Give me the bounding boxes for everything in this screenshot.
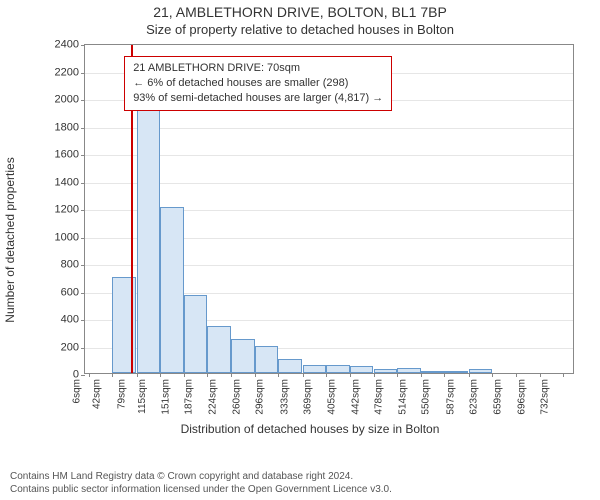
ytick-label: 600 [61,287,79,298]
histogram-bar [444,371,468,373]
xtick-mark [231,373,232,377]
xtick-label: 550sqm [421,379,432,415]
xtick-label: 623sqm [469,379,480,415]
ytick-label: 2400 [55,40,79,51]
ytick-label: 200 [61,342,79,353]
ytick-mark [81,155,85,156]
xtick-label: 151sqm [160,379,171,415]
ytick-label: 1800 [55,122,79,133]
histogram-bar [350,366,374,373]
xtick-mark [444,373,445,377]
xtick-label: 587sqm [445,379,456,415]
ytick-mark [81,100,85,101]
xtick-label: 296sqm [255,379,266,415]
xtick-mark [540,373,541,377]
xtick-mark [374,373,375,377]
histogram-bar [255,346,279,374]
callout-line-3: 93% of semi-detached houses are larger (… [133,91,383,106]
histogram-bar [207,326,231,373]
ytick-mark [81,293,85,294]
xtick-label: 115sqm [137,379,148,414]
xtick-mark [469,373,470,377]
ytick-label: 1000 [55,232,79,243]
histogram-bar [397,368,421,374]
ytick-label: 1400 [55,177,79,188]
ytick-label: 2000 [55,95,79,106]
xtick-mark [137,373,138,377]
ytick-mark [81,265,85,266]
xtick-mark [184,373,185,377]
ytick-label: 800 [61,260,79,271]
xtick-label: 442sqm [350,379,361,415]
chart-area: Number of detached properties 0200400600… [40,44,580,436]
histogram-bar [278,359,302,373]
ytick-mark [81,375,85,376]
xtick-label: 6sqm [71,379,82,403]
histogram-bar [184,295,208,373]
histogram-bar [374,369,398,373]
histogram-bar [231,339,255,373]
ytick-label: 400 [61,315,79,326]
ytick-label: 1200 [55,205,79,216]
ytick-label: 1600 [55,150,79,161]
xtick-mark [516,373,517,377]
xtick-mark [397,373,398,377]
ytick-mark [81,183,85,184]
xtick-label: 187sqm [184,379,195,415]
histogram-bar [137,109,161,373]
histogram-bar [421,371,445,373]
ytick-mark [81,320,85,321]
ytick-mark [81,238,85,239]
xtick-label: 333sqm [279,379,290,415]
callout-line-2: ← 6% of detached houses are smaller (298… [133,76,383,91]
xtick-label: 478sqm [374,379,385,415]
xtick-mark [255,373,256,377]
xtick-mark [492,373,493,377]
histogram-bar [303,365,327,373]
callout-box: 21 AMBLETHORN DRIVE: 70sqm ← 6% of detac… [124,56,392,111]
histogram-bar [160,207,184,373]
xtick-label: 405sqm [326,379,337,415]
xtick-mark [112,373,113,377]
ytick-mark [81,128,85,129]
page-subtitle: Size of property relative to detached ho… [0,20,600,37]
xtick-label: 514sqm [398,379,409,415]
ytick-mark [81,73,85,74]
y-axis-label: Number of detached properties [3,157,17,322]
callout-line-1: 21 AMBLETHORN DRIVE: 70sqm [133,61,383,76]
xtick-mark [563,373,564,377]
plot-region: 0200400600800100012001400160018002000220… [84,44,574,374]
xtick-label: 696sqm [516,379,527,415]
xtick-label: 732sqm [540,379,551,415]
page-title: 21, AMBLETHORN DRIVE, BOLTON, BL1 7BP [0,0,600,20]
xtick-mark [160,373,161,377]
histogram-bar [326,365,350,373]
xtick-label: 79sqm [116,379,127,409]
xtick-mark [350,373,351,377]
xtick-label: 260sqm [232,379,243,415]
xtick-label: 369sqm [303,379,314,415]
xtick-mark [278,373,279,377]
footer-line-1: Contains HM Land Registry data © Crown c… [10,471,590,484]
xtick-label: 659sqm [492,379,503,415]
ytick-mark [81,210,85,211]
x-axis-label: Distribution of detached houses by size … [40,422,580,436]
ytick-label: 2200 [55,67,79,78]
xtick-mark [89,373,90,377]
ytick-mark [81,45,85,46]
xtick-mark [207,373,208,377]
footer: Contains HM Land Registry data © Crown c… [10,471,590,496]
xtick-mark [326,373,327,377]
xtick-mark [303,373,304,377]
ytick-mark [81,348,85,349]
histogram-bar [469,369,493,373]
xtick-label: 42sqm [92,379,103,409]
xtick-mark [421,373,422,377]
footer-line-2: Contains public sector information licen… [10,484,590,497]
xtick-label: 224sqm [208,379,219,415]
